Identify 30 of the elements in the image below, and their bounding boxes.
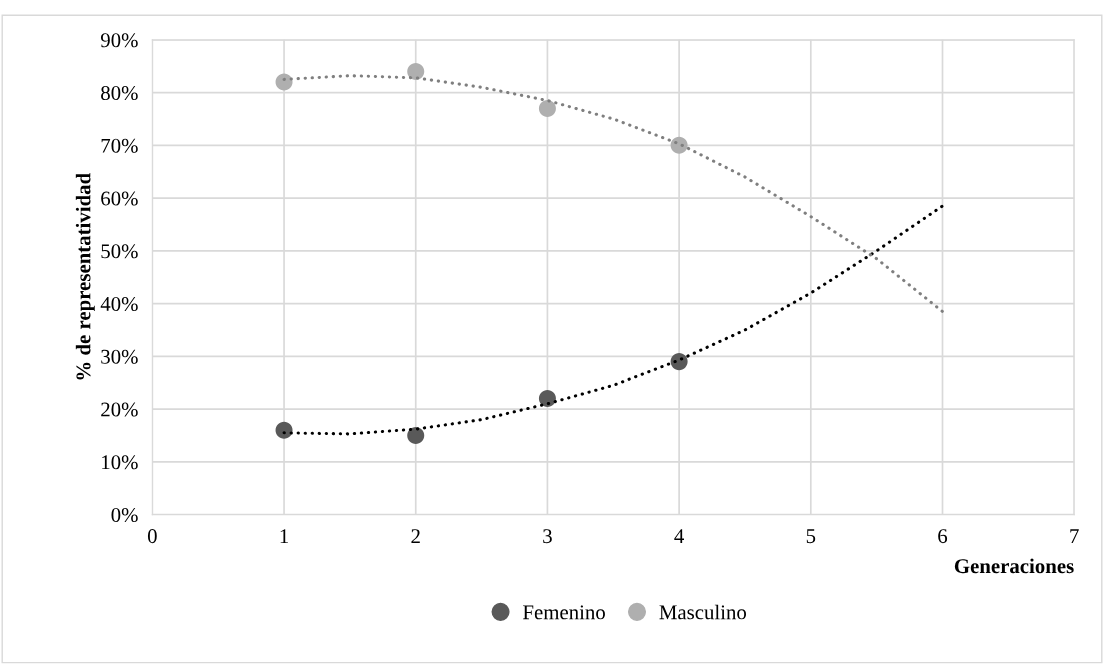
- y-tick-label: 70%: [101, 138, 138, 153]
- legend-label: Femenino: [523, 605, 605, 620]
- point: [275, 73, 293, 91]
- point: [407, 62, 425, 80]
- point: [538, 390, 556, 408]
- y-tick-label: 20%: [101, 402, 138, 417]
- x-tick-label: 5: [806, 529, 816, 544]
- y-tick-label: 60%: [101, 191, 138, 206]
- point: [407, 426, 425, 444]
- x-tick-label: 7: [1070, 529, 1079, 543]
- x-tick-label: 3: [543, 529, 552, 544]
- y-axis-title: % de representatividad: [75, 173, 95, 380]
- y-tick-label: 40%: [100, 296, 138, 312]
- x-tick-label: 0: [147, 529, 157, 544]
- y-tick-label: 30%: [101, 349, 138, 364]
- y-tick-label: 10%: [102, 455, 138, 470]
- point: [275, 421, 293, 439]
- point: [538, 99, 556, 117]
- y-tick-label: 90%: [100, 33, 138, 48]
- x-tick-label: 2: [411, 529, 420, 543]
- point: [670, 136, 688, 154]
- legend-label: Masculino: [659, 604, 747, 620]
- y-tick-label: 50%: [101, 244, 138, 259]
- y-tick-label: 80%: [101, 85, 138, 101]
- x-axis-title: Generaciones: [954, 558, 1074, 574]
- x-tick-label: 1: [280, 529, 288, 543]
- y-tick-label: 0%: [111, 507, 138, 523]
- x-tick-label: 6: [938, 529, 948, 544]
- point: [670, 353, 688, 371]
- x-tick-label: 4: [674, 529, 684, 543]
